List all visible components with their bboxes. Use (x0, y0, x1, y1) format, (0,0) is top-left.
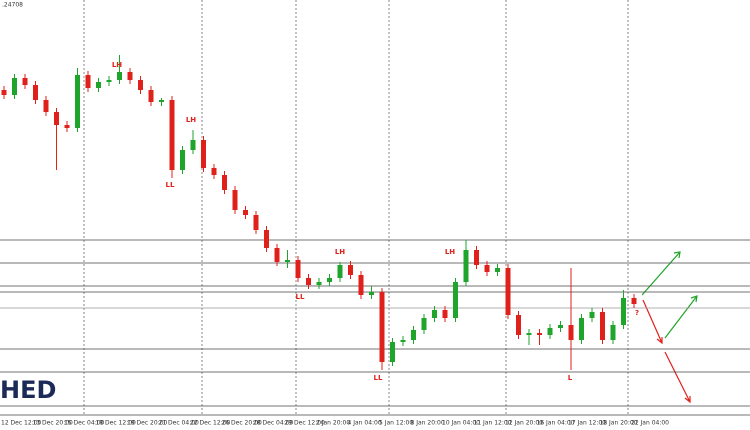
candle-body (432, 310, 437, 318)
x-tick-label: 28 Dec 04:00 (253, 420, 294, 427)
x-tick-label: 18 Jan 20:00 (600, 420, 638, 427)
candle-body (495, 268, 500, 272)
x-tick-label: 22 Jan 04:00 (631, 420, 669, 427)
annotation: LL (374, 374, 383, 382)
candle-body (442, 310, 448, 318)
candle-body (85, 75, 91, 88)
x-tick-label: 22 Dec 12:00 (190, 420, 231, 427)
candle-body (159, 100, 164, 102)
candle-body (610, 325, 616, 340)
candle-body (1, 90, 7, 95)
candle-body (526, 333, 532, 335)
candle-body (400, 340, 406, 342)
annotation: ? (635, 309, 639, 317)
candle-body (201, 140, 206, 168)
candle-body (253, 215, 259, 230)
x-tick-label: 12 Dec 12:00 (1, 420, 42, 427)
annotation: LL (166, 181, 175, 189)
candle-body (327, 278, 332, 282)
x-tick-label: 10 Jan 04:00 (442, 420, 480, 427)
candle-body (421, 318, 427, 330)
x-tick-label: 2 Jan 20:00 (316, 420, 350, 427)
candle-body (285, 260, 290, 262)
candle-body (537, 333, 542, 335)
x-tick-label: 18 Dec 12:00 (96, 420, 137, 427)
x-tick-label: 19 Dec 20:00 (127, 420, 168, 427)
candle-body (453, 282, 458, 318)
annotation: LH (335, 248, 345, 256)
candle-body (621, 298, 626, 325)
candle-body (138, 80, 143, 90)
x-tick-label: 15 Dec 04:00 (64, 420, 105, 427)
candle-body (96, 82, 101, 88)
candle-body (211, 168, 217, 175)
candle-body (337, 265, 343, 278)
candle-body (558, 325, 563, 328)
x-tick-label: 26 Dec 20:00 (222, 420, 263, 427)
candle-body (379, 292, 385, 362)
annotation: LL (296, 293, 305, 301)
candle-body (306, 278, 311, 285)
candle-body (411, 330, 416, 340)
annotation: LH (112, 61, 122, 69)
annotation: LH (445, 248, 455, 256)
candle-body (12, 78, 17, 95)
x-tick-label: 5 Jan 12:00 (379, 420, 413, 427)
candle-body (117, 72, 122, 80)
candle-body (547, 328, 553, 335)
candle-body (589, 312, 595, 318)
projection-arrows (641, 251, 698, 404)
x-tick-label: 13 Dec 20:00 (33, 420, 74, 427)
candle-body (222, 175, 227, 190)
x-tick-label: 8 Jan 20:00 (411, 420, 445, 427)
candle-body (390, 342, 395, 362)
candle-body (64, 125, 70, 128)
candle-body (75, 75, 80, 128)
price-label: .24708 (2, 2, 23, 9)
candle-body (295, 260, 301, 278)
candle-body (579, 318, 584, 340)
candle-body (264, 230, 269, 248)
candle-body (274, 248, 280, 262)
annotation: LH (186, 116, 196, 124)
x-tick-label: 16 Jan 04:00 (537, 420, 575, 427)
candle-body (474, 250, 479, 265)
x-tick-label: 21 Dec 04:00 (159, 420, 200, 427)
candle-body (180, 150, 185, 170)
candle-body (484, 265, 490, 272)
candle-body (463, 250, 469, 282)
dashed-separators (83, 0, 629, 415)
candle-body (505, 268, 511, 315)
candle-body (169, 100, 175, 170)
candle-body (369, 292, 374, 295)
x-tick-label: 17 Jan 12:00 (568, 420, 606, 427)
candle-body (243, 210, 248, 215)
logo: HED (0, 376, 56, 404)
candle-body (232, 190, 238, 210)
candle-body (631, 298, 637, 304)
candle-body (43, 100, 49, 112)
candle-body (190, 140, 196, 150)
candle-body (516, 315, 521, 335)
x-tick-label: 12 Jan 20:00 (505, 420, 543, 427)
candle-body (358, 275, 364, 295)
candle-body (348, 265, 353, 275)
candle-body (33, 85, 38, 100)
x-tick-label: 11 Jan 12:00 (474, 420, 512, 427)
candle-body (22, 78, 28, 85)
candle-body (106, 80, 112, 82)
candle-body (148, 90, 154, 102)
x-tick-label: 29 Dec 12:00 (285, 420, 326, 427)
candle-body (568, 325, 574, 340)
x-tick-label: 4 Jan 04:00 (348, 420, 382, 427)
candle-body (127, 72, 133, 80)
candle-body (54, 112, 59, 125)
candle-body (316, 282, 322, 285)
candle-body (600, 312, 605, 340)
annotation: L (568, 374, 573, 382)
